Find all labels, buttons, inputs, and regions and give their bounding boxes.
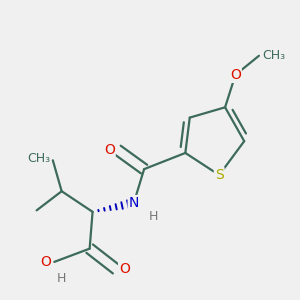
Text: H: H [148, 210, 158, 223]
Text: N: N [129, 196, 139, 210]
Text: O: O [104, 143, 115, 157]
Text: CH₃: CH₃ [262, 49, 285, 62]
Text: S: S [215, 168, 224, 182]
Text: H: H [57, 272, 66, 285]
Text: CH₃: CH₃ [27, 152, 50, 165]
Text: O: O [40, 255, 51, 269]
Text: O: O [119, 262, 130, 276]
Text: O: O [230, 68, 241, 82]
